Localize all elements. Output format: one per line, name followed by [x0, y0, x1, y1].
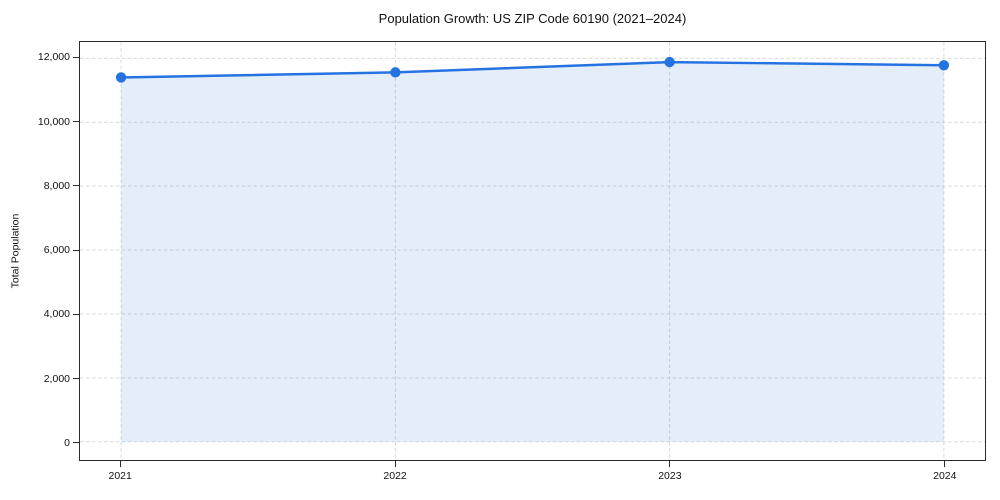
y-tick [73, 185, 79, 187]
y-tick [73, 442, 79, 444]
y-tick-label: 12,000 [37, 51, 70, 64]
y-tick [73, 249, 79, 251]
y-tick-label: 8,000 [43, 179, 70, 192]
y-tick-label: 10,000 [37, 115, 70, 128]
y-tick-label: 0 [64, 436, 70, 449]
plot-area [79, 41, 986, 461]
y-tick-label: 4,000 [43, 308, 70, 321]
y-tick [73, 313, 79, 315]
data-point [938, 60, 950, 71]
x-tick [394, 461, 396, 467]
chart-title: Population Growth: US ZIP Code 60190 (20… [378, 11, 687, 26]
y-tick [73, 121, 79, 123]
x-tick [119, 461, 121, 467]
x-tick [669, 461, 671, 467]
x-tick-label: 2023 [658, 470, 682, 482]
y-tick [73, 56, 79, 58]
y-tick-label: 6,000 [43, 244, 70, 256]
data-line [119, 60, 946, 79]
data-point [390, 67, 401, 78]
data-point [115, 72, 127, 83]
x-tick [944, 461, 946, 467]
area-fill [121, 62, 944, 442]
y-tick [73, 378, 79, 379]
data-point [664, 56, 675, 68]
x-tick-label: 2021 [108, 470, 132, 482]
y-tick-label: 2,000 [43, 372, 70, 385]
x-tick-label: 2024 [933, 470, 957, 482]
x-tick-label: 2022 [383, 470, 407, 482]
